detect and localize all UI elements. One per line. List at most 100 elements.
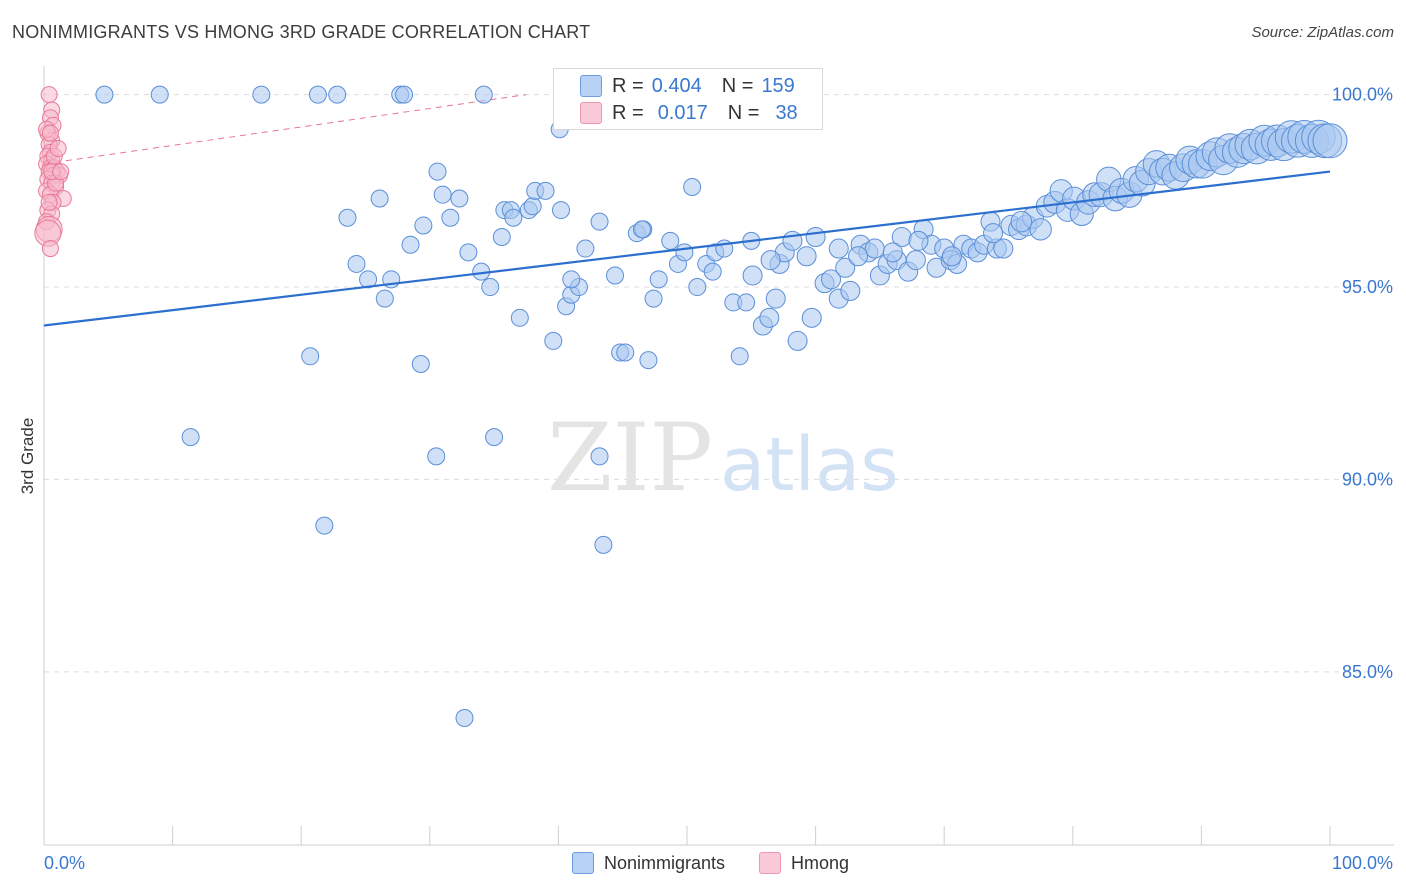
y-tick-label: 95.0% [1342, 277, 1393, 297]
axes [43, 66, 1394, 846]
nonimmigrants-point [411, 354, 430, 373]
nonimmigrants-point [594, 535, 613, 554]
nonimmigrants-point [359, 270, 378, 289]
legend-row-hmong: R = 0.017 N = 38 [580, 100, 798, 126]
x-tick-label-min: 0.0% [44, 853, 85, 873]
series-legend: Nonimmigrants Hmong [572, 852, 883, 874]
nonimmigrants-point [252, 85, 271, 104]
legend-r-label: R = [612, 101, 644, 124]
nonimmigrants-point [1010, 210, 1033, 233]
nonimmigrants-point [428, 162, 447, 181]
nonimmigrants-trend-layer [43, 170, 1331, 327]
nonimmigrants-point [459, 243, 478, 262]
nonimmigrants-point [551, 201, 570, 220]
nonimmigrants-point [485, 428, 504, 447]
nonimmigrants-point [688, 278, 707, 297]
nonimmigrants-point [821, 269, 842, 290]
nonimmigrants-point [150, 85, 169, 104]
nonimmigrants-point [481, 278, 500, 297]
nonimmigrants-points [95, 85, 1348, 728]
nonimmigrants-point [848, 246, 869, 267]
legend-swatch-blue [572, 852, 594, 874]
legend-n-label: N = [727, 101, 760, 124]
nonimmigrants-point [828, 238, 849, 259]
nonimmigrants-point [492, 228, 511, 247]
nonimmigrants-point [338, 208, 357, 227]
nonimmigrants-point [562, 270, 581, 289]
hmong-trend-layer [43, 94, 527, 165]
nonimmigrants-point [301, 347, 320, 366]
legend-n-label: N = [721, 74, 754, 97]
legend-swatch-blue [580, 75, 602, 97]
correlation-legend: R = 0.404 N = 159 R = 0.017 N = 38 [553, 68, 823, 130]
nonimmigrants-point [401, 235, 420, 254]
hmong-point [41, 240, 59, 258]
legend-label-nonimmigrants: Nonimmigrants [604, 852, 726, 873]
legend-n-value: 159 [761, 74, 795, 97]
nonimmigrants-point [590, 447, 609, 466]
nonimmigrants-point [523, 197, 542, 216]
nonimmigrants-point [983, 223, 1004, 244]
nonimmigrants-point [905, 250, 926, 271]
legend-n-value: 38 [775, 101, 798, 124]
y-tick-label: 85.0% [1342, 662, 1393, 682]
nonimmigrants-point [370, 189, 389, 208]
nonimmigrants-point [675, 243, 694, 262]
legend-r-value: 0.017 [657, 101, 708, 124]
nonimmigrants-point [644, 289, 663, 308]
nonimmigrants-point [661, 231, 680, 250]
legend-label-hmong: Hmong [791, 852, 850, 873]
nonimmigrants-point [882, 242, 903, 263]
nonimmigrants-point [1312, 123, 1348, 159]
nonimmigrants-point [840, 280, 861, 301]
nonimmigrants-point [993, 238, 1014, 259]
nonimmigrants-point [181, 428, 200, 447]
nonimmigrants-point [639, 351, 658, 370]
y-tick-label: 90.0% [1342, 469, 1393, 489]
source-credit: Source: ZipAtlas.com [1251, 24, 1394, 41]
nonimmigrants-point [433, 185, 452, 204]
nonimmigrants-point [95, 85, 114, 104]
chart-title: NONIMMIGRANTS VS HMONG 3RD GRADE CORRELA… [12, 22, 591, 42]
x-tick-label-max: 100.0% [1332, 853, 1393, 873]
nonimmigrants-point [616, 343, 635, 362]
nonimmigrants-point [760, 250, 781, 271]
nonimmigrants-point [649, 270, 668, 289]
watermark: ZIP atlas [547, 404, 899, 513]
hmong-points [34, 86, 72, 258]
nonimmigrants-point [308, 85, 327, 104]
tick-labels: 100.0% 95.0% 90.0% 85.0% 0.0% 100.0% [44, 85, 1393, 873]
hmong-point [40, 86, 58, 104]
nonimmigrants-point [441, 208, 460, 227]
grid-lines [44, 94, 1394, 673]
nonimmigrants-point [742, 265, 763, 286]
watermark-zip: ZIP [547, 404, 713, 513]
nonimmigrants-point [544, 331, 563, 350]
nonimmigrants-point [590, 212, 609, 231]
nonimmigrants-point [474, 85, 493, 104]
nonimmigrants-point [787, 330, 808, 351]
nonimmigrants-point [536, 181, 555, 200]
hmong-point [41, 124, 59, 142]
y-tick-label: 100.0% [1332, 85, 1393, 105]
nonimmigrants-point [510, 308, 529, 327]
legend-row-nonimmigrants: R = 0.404 N = 159 [580, 73, 795, 99]
nonimmigrants-point [605, 266, 624, 285]
hmong-trend-line [43, 94, 527, 165]
nonimmigrants-point [504, 208, 523, 227]
nonimmigrants-point [908, 230, 929, 251]
nonimmigrants-point [450, 189, 469, 208]
watermark-atlas: atlas [720, 422, 899, 508]
nonimmigrants-point [576, 239, 595, 258]
nonimmigrants-point [347, 254, 366, 273]
nonimmigrants-point [759, 307, 780, 328]
nonimmigrants-point [737, 293, 756, 312]
nonimmigrants-point [427, 447, 446, 466]
nonimmigrants-point [805, 227, 826, 248]
nonimmigrants-point [632, 220, 651, 239]
hmong-point [49, 140, 67, 158]
nonimmigrants-point [835, 257, 856, 278]
nonimmigrants-point [1029, 218, 1052, 241]
nonimmigrants-point [941, 246, 962, 267]
